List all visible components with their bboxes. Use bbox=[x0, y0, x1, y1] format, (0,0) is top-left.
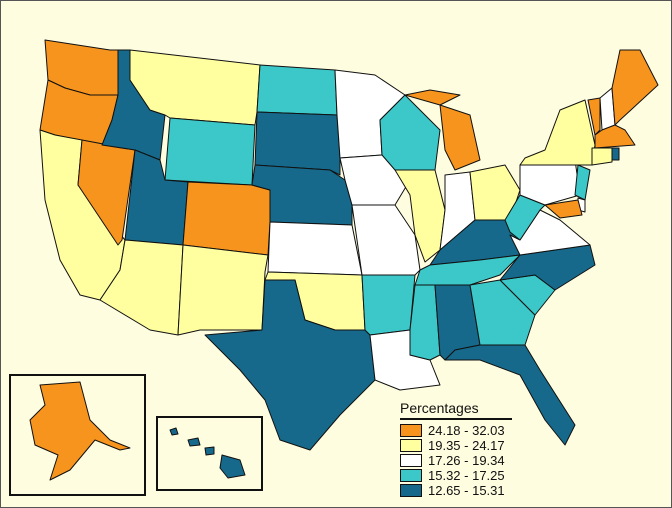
legend-swatch bbox=[400, 484, 422, 497]
state-shape bbox=[361, 274, 416, 336]
state-vt bbox=[587, 97, 601, 136]
legend-label: 24.18 - 32.03 bbox=[428, 423, 505, 438]
state-shape bbox=[394, 169, 446, 263]
state-shape bbox=[591, 147, 613, 166]
state-il bbox=[394, 169, 446, 263]
state-shape bbox=[256, 64, 338, 116]
state-co bbox=[182, 181, 271, 256]
legend-item: 19.35 - 24.17 bbox=[400, 438, 512, 453]
state-hi bbox=[169, 427, 246, 479]
state-pa bbox=[519, 159, 581, 206]
state-tx bbox=[204, 279, 376, 451]
state-shape bbox=[519, 159, 581, 206]
state-shape bbox=[594, 124, 636, 149]
state-shape bbox=[404, 89, 461, 106]
legend-swatch bbox=[400, 454, 422, 467]
state-ma bbox=[594, 124, 636, 149]
state-shape bbox=[267, 221, 363, 276]
state-shape bbox=[379, 94, 441, 171]
state-nd bbox=[256, 64, 338, 116]
state-shape bbox=[164, 117, 256, 186]
legend-label: 12.65 - 15.31 bbox=[428, 483, 505, 498]
state-mi bbox=[404, 89, 481, 171]
legend-item: 15.32 - 17.25 bbox=[400, 468, 512, 483]
state-shape bbox=[439, 104, 481, 171]
state-shape bbox=[469, 279, 536, 346]
state-shape bbox=[204, 279, 376, 451]
state-shape bbox=[29, 381, 131, 481]
state-ny bbox=[519, 99, 596, 166]
legend-label: 19.35 - 24.17 bbox=[428, 438, 505, 453]
alaska-inset-frame bbox=[9, 374, 146, 496]
state-wi bbox=[379, 94, 441, 171]
state-shape bbox=[219, 454, 246, 479]
state-md bbox=[544, 199, 583, 219]
state-ri bbox=[611, 147, 620, 161]
legend-swatch bbox=[400, 424, 422, 437]
state-wy bbox=[164, 117, 256, 186]
state-shape bbox=[519, 99, 596, 166]
legend-item: 17.26 - 19.34 bbox=[400, 453, 512, 468]
state-shape bbox=[544, 199, 583, 219]
state-ga bbox=[469, 279, 536, 346]
state-shape bbox=[351, 204, 421, 276]
state-shape bbox=[444, 344, 576, 446]
legend: Percentages 24.18 - 32.03 19.35 - 24.17 … bbox=[400, 400, 512, 498]
state-nm bbox=[177, 244, 269, 336]
state-ks bbox=[267, 221, 363, 276]
state-shape bbox=[574, 164, 591, 201]
legend-item: 24.18 - 32.03 bbox=[400, 423, 512, 438]
legend-title: Percentages bbox=[400, 400, 512, 420]
hawaii-inset-frame bbox=[156, 416, 263, 491]
state-ct bbox=[591, 147, 613, 166]
state-ar bbox=[361, 274, 416, 336]
state-nj bbox=[574, 164, 591, 201]
state-mo bbox=[351, 204, 421, 276]
state-shape bbox=[611, 147, 620, 161]
state-shape bbox=[204, 446, 215, 456]
state-shape bbox=[611, 49, 659, 126]
legend-swatch bbox=[400, 439, 422, 452]
legend-item: 12.65 - 15.31 bbox=[400, 483, 512, 498]
state-shape bbox=[187, 437, 201, 447]
state-shape bbox=[587, 97, 601, 136]
state-ak bbox=[29, 381, 131, 481]
state-shape bbox=[182, 181, 271, 256]
state-fl bbox=[444, 344, 576, 446]
legend-label: 15.32 - 17.25 bbox=[428, 468, 505, 483]
legend-swatch bbox=[400, 469, 422, 482]
state-me bbox=[611, 49, 659, 126]
legend-label: 17.26 - 19.34 bbox=[428, 453, 505, 468]
state-shape bbox=[169, 427, 179, 436]
state-shape bbox=[177, 244, 269, 336]
